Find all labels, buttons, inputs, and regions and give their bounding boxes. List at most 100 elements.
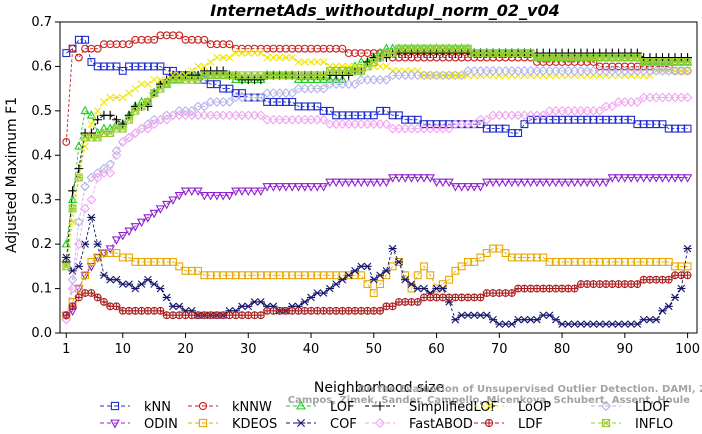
- point-fastabod: [488, 110, 498, 121]
- point-ldof: [255, 92, 266, 103]
- point-fastabod: [61, 314, 72, 325]
- series-line-odin: [66, 177, 688, 316]
- point-fastabod: [337, 119, 348, 130]
- point-fastabod: [375, 119, 385, 130]
- point-ldf: [169, 311, 177, 319]
- point-inflo: [269, 71, 278, 80]
- point-cof: [344, 271, 353, 280]
- point-cof: [407, 280, 416, 288]
- point-inflo: [200, 71, 209, 80]
- point-odin: [488, 178, 498, 188]
- point-ldof: [243, 92, 254, 103]
- point-ldf: [219, 311, 227, 319]
- point-cof: [382, 267, 391, 275]
- point-odin: [243, 187, 253, 197]
- point-fastabod: [136, 123, 147, 134]
- point-ldf: [539, 285, 547, 292]
- point-odin: [645, 174, 655, 183]
- point-ldof: [117, 137, 128, 147]
- point-fastabod: [444, 123, 454, 134]
- point-inflo: [608, 53, 617, 62]
- point-inflo: [344, 67, 353, 75]
- legend-item-kdeos: KDEOS: [188, 417, 277, 432]
- point-ldof: [513, 66, 523, 76]
- point-odin: [475, 183, 486, 192]
- point-kdeos: [376, 280, 385, 289]
- point-odin: [664, 174, 674, 183]
- point-kdeos: [683, 262, 692, 271]
- point-inflo: [602, 53, 610, 62]
- point-odin: [381, 178, 392, 188]
- point-ldf: [502, 289, 509, 297]
- point-ldof: [663, 66, 674, 76]
- point-odin: [300, 183, 310, 192]
- point-ldf: [87, 289, 95, 297]
- point-odin: [450, 183, 461, 192]
- point-ldof: [281, 88, 291, 98]
- point-fastabod: [682, 92, 693, 103]
- legend-item-simplifiedlof: SimplifiedLOF: [365, 400, 498, 415]
- point-ldf: [571, 285, 579, 292]
- point-inflo: [238, 71, 246, 80]
- point-ldof: [532, 66, 542, 76]
- point-ldf: [351, 307, 359, 315]
- point-ldf: [640, 276, 648, 284]
- point-fastabod: [274, 114, 285, 125]
- point-ldf: [238, 311, 246, 319]
- point-ldof: [325, 79, 335, 90]
- point-ldf: [495, 289, 503, 297]
- point-ldof: [419, 70, 429, 81]
- point-fastabod: [243, 110, 254, 121]
- point-inflo: [470, 49, 478, 57]
- point-odin: [538, 178, 548, 188]
- point-lof: [626, 52, 636, 61]
- point-inflo: [426, 44, 435, 53]
- point-ldof: [463, 66, 473, 76]
- legend-label-kdeos: KDEOS: [232, 417, 277, 432]
- x-tick-label: 20: [177, 342, 194, 357]
- point-inflo: [206, 71, 215, 80]
- legend-marker-odin: [110, 419, 120, 429]
- point-inflo: [413, 44, 422, 53]
- point-cof: [545, 311, 554, 320]
- legend-marker-ldf: [485, 419, 493, 427]
- point-inflo: [621, 53, 629, 62]
- point-loop: [294, 58, 303, 66]
- point-kdeos: [470, 257, 479, 266]
- point-cof: [363, 262, 372, 271]
- point-loop: [225, 53, 234, 62]
- point-loop: [244, 49, 253, 57]
- legend-marker-ldf: [484, 418, 494, 428]
- point-odin: [532, 178, 542, 188]
- point-odin: [92, 254, 103, 263]
- point-inflo: [677, 58, 686, 66]
- point-ldf: [276, 307, 284, 315]
- point-ldf: [313, 307, 321, 315]
- legend-label-odin: ODIN: [144, 417, 178, 432]
- point-ldof: [538, 66, 549, 76]
- point-ldf: [74, 293, 83, 302]
- point-inflo: [401, 44, 409, 53]
- point-fastabod: [450, 119, 461, 130]
- point-knn: [238, 89, 246, 98]
- point-odin: [86, 263, 97, 272]
- point-fastabod: [186, 110, 197, 121]
- point-loop: [250, 49, 259, 57]
- legend: kNN kNNW LOF SimplifiedLOF LoOP LDOF ODIN KDEOS…: [100, 400, 673, 432]
- point-fastabod: [657, 92, 668, 103]
- point-loop: [313, 58, 322, 66]
- point-odin: [287, 183, 297, 192]
- point-kdeos: [413, 271, 422, 280]
- point-lof: [632, 52, 643, 61]
- point-knn: [501, 124, 510, 133]
- point-lof: [212, 70, 222, 79]
- point-ldof: [444, 70, 454, 81]
- point-lof: [676, 56, 686, 66]
- point-ldf: [659, 276, 666, 284]
- point-cof: [670, 293, 680, 302]
- point-ldf: [602, 280, 610, 288]
- point-ldf: [93, 293, 102, 302]
- point-inflo: [545, 53, 554, 62]
- legend-marker-loop: [485, 402, 493, 410]
- point-cof: [438, 284, 447, 293]
